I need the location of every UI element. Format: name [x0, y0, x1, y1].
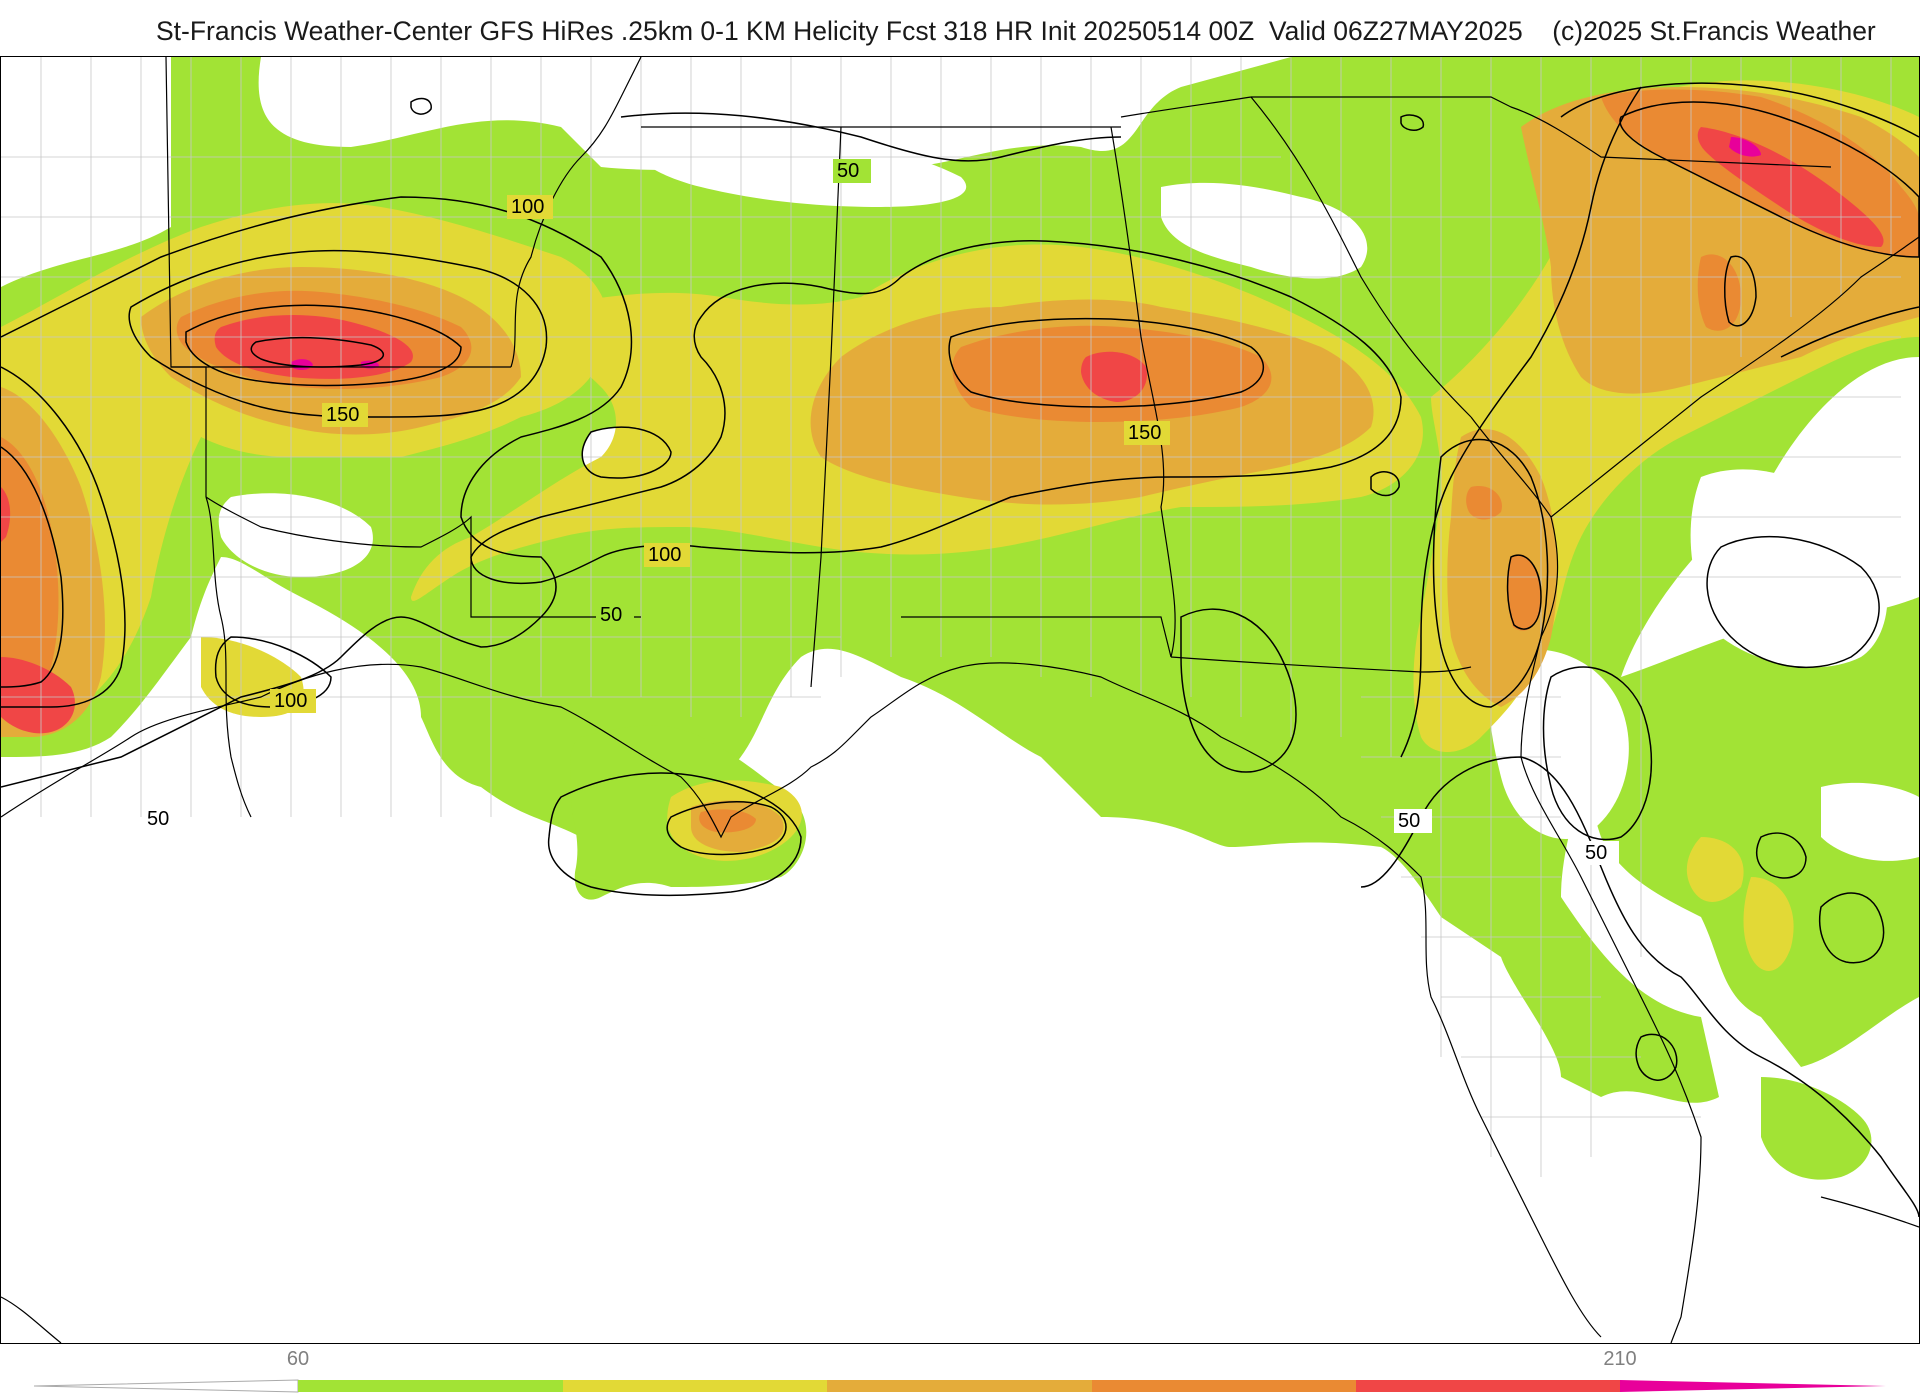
shade-white-hole-3 [1161, 182, 1368, 279]
shade-green-southeast [1761, 1077, 1872, 1180]
contour-100-se-2 [1506, 554, 1542, 630]
contour-50-florida [1360, 756, 1919, 1218]
county-boundaries [1, 57, 1901, 1177]
border-al-fl [901, 616, 1172, 658]
contour-50-se-west [1180, 608, 1297, 773]
contour-100-ne [1560, 82, 1919, 138]
shade-red-farwest-2 [1, 487, 11, 542]
shade-orange-farwest [1, 437, 59, 707]
colorbar-scale [33, 1379, 1886, 1393]
contour-100-gulf [666, 801, 787, 856]
shade-green-east [1587, 597, 1919, 1067]
contour-100-farwest [1, 366, 126, 708]
contour-50-fl-loop-3 [1635, 1033, 1678, 1081]
colorbar: 60 210 [0, 1342, 1920, 1400]
shade-white-hole-2 [635, 132, 967, 207]
contour-label-50-a: 50 [837, 160, 859, 182]
border-al-ga [1110, 126, 1176, 658]
contour-50-fl-loop [1819, 892, 1885, 964]
map-title-bar: St-Francis Weather-Center GFS HiRes .25k… [0, 16, 1920, 56]
contour-50-east [1400, 86, 1642, 758]
contour-100-east [1432, 438, 1549, 708]
contour-50-south-gulf-1 [547, 772, 802, 897]
contour-50-small-2 [410, 97, 432, 115]
contour-label-100-c: 100 [274, 690, 307, 712]
contour-50-se-loop-1 [1706, 535, 1880, 669]
contour-150-west [185, 304, 462, 387]
coastline-sw [1, 1296, 62, 1343]
shade-orange-se-3 [1466, 486, 1502, 520]
border-tn-nc [1120, 96, 1252, 118]
shade-red-central [1081, 351, 1147, 402]
helicity-map: 100 150 50 100 50 150 100 50 50 50 [1, 57, 1919, 1343]
contour-50-ne-south [1780, 306, 1919, 358]
shade-orange-se-1 [1697, 254, 1741, 331]
border-ar-la [205, 496, 252, 818]
contour-label-150-b: 150 [1128, 422, 1161, 444]
coastline-se [1820, 1196, 1919, 1228]
shade-yellow-se-2 [1686, 837, 1744, 902]
contour-label-50-e: 50 [1585, 842, 1607, 864]
map-title: St-Francis Weather-Center GFS HiRes .25k… [156, 16, 1876, 46]
shade-orange-gulf [699, 809, 756, 833]
border-ms-la [205, 496, 641, 618]
shade-magenta-ne [1729, 137, 1761, 157]
contour-50-small-1 [1370, 471, 1400, 497]
contour-label-150-a: 150 [326, 404, 359, 426]
colorbar-tick-210: 210 [1603, 1348, 1637, 1370]
colorbar-arrow-low [33, 1379, 299, 1393]
colorbar-bin-180-210 [1356, 1380, 1620, 1392]
coastline-gulf [1, 662, 1602, 1338]
contour-label-50-d: 50 [1398, 810, 1420, 832]
contour-label-100-b: 100 [648, 544, 681, 566]
contour-label-100-a: 100 [511, 196, 544, 218]
shade-white-hole-5 [1690, 469, 1888, 668]
colorbar-bin-90-120 [563, 1380, 827, 1392]
border-nc-sc [1251, 96, 1832, 168]
state-boundaries [1, 57, 1919, 1343]
contour-100-west [128, 249, 548, 418]
colorbar-bin-60-90 [298, 1380, 563, 1392]
contour-label-50-b: 50 [600, 604, 622, 626]
contour-150-central [948, 317, 1265, 408]
contour-50-small-3 [1400, 114, 1425, 131]
border-ga-sc [1250, 96, 1472, 418]
contour-50-central-north [620, 112, 1122, 162]
contour-150-ne [1619, 101, 1919, 258]
coastline-atlantic-ne [1550, 236, 1919, 518]
helicity-shading [1, 57, 1919, 1180]
shade-yellow-se-1 [1743, 877, 1794, 971]
shade-red-farwest [1, 657, 75, 734]
contour-labels: 100 150 50 100 50 150 100 50 50 50 [143, 159, 1619, 865]
coastline-atlantic [1470, 416, 1702, 1343]
colorbar-bin-150-180 [1092, 1380, 1356, 1392]
shade-orange-se-2 [1507, 554, 1541, 631]
contour-50-se-loop-2 [1542, 666, 1653, 841]
contour-label-50-c: 50 [147, 808, 169, 830]
map-panel: 100 150 50 100 50 150 100 50 50 50 [0, 56, 1920, 1344]
contour-50-hole-central [581, 426, 672, 479]
contour-100-se-1 [1723, 255, 1757, 327]
helicity-contours [1, 82, 1919, 1218]
contour-100-central [470, 240, 1402, 584]
shade-white-hole-7 [1821, 782, 1919, 861]
border-ms-al [810, 126, 842, 688]
colorbar-bin-120-150 [827, 1380, 1092, 1392]
contour-50-fl-loop-2 [1755, 832, 1807, 879]
contour-200-west [250, 337, 384, 368]
contour-150-farwest [1, 446, 64, 688]
border-ga-fl [1170, 656, 1472, 673]
colorbar-tick-60: 60 [286, 1348, 310, 1370]
colorbar-arrow-high [1620, 1380, 1886, 1392]
